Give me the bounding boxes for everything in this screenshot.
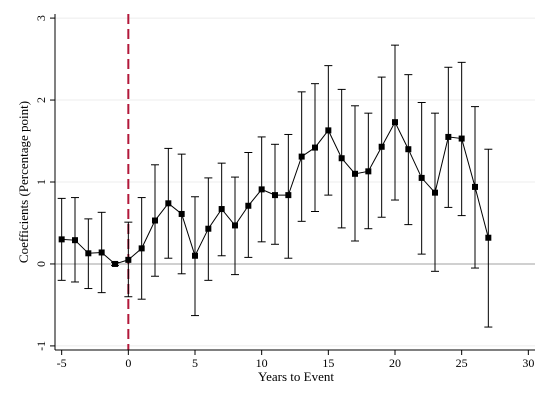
y-tick-label: 0 bbox=[34, 261, 48, 267]
x-tick-label: 20 bbox=[389, 356, 401, 370]
coefficient-point bbox=[352, 170, 358, 177]
x-tick-label: -5 bbox=[57, 356, 67, 370]
coefficient-point bbox=[485, 234, 492, 241]
coefficient-point bbox=[445, 133, 452, 140]
x-tick-label: 10 bbox=[256, 356, 268, 370]
coefficient-point bbox=[405, 146, 412, 153]
coefficient-point bbox=[232, 222, 238, 229]
coefficient-point bbox=[178, 210, 185, 217]
coefficient-point bbox=[285, 192, 292, 199]
coefficient-point bbox=[112, 260, 118, 267]
x-tick-label: 15 bbox=[322, 356, 334, 370]
coefficient-point bbox=[432, 189, 438, 196]
coefficient-point bbox=[165, 200, 172, 207]
coefficient-point bbox=[98, 249, 105, 256]
coefficient-point bbox=[58, 236, 65, 243]
coefficient-point bbox=[85, 250, 92, 257]
coefficient-point bbox=[338, 155, 345, 162]
coefficient-point bbox=[138, 245, 145, 252]
y-tick-label: 2 bbox=[34, 97, 48, 103]
coefficient-point bbox=[392, 119, 398, 126]
grid-layer bbox=[55, 17, 535, 347]
coefficient-point bbox=[378, 143, 385, 150]
coefficient-point bbox=[258, 186, 265, 193]
x-axis-title: Years to Event bbox=[258, 369, 334, 384]
coefficient-point bbox=[365, 168, 372, 175]
x-tick-label: 0 bbox=[125, 356, 131, 370]
coefficient-point bbox=[418, 174, 425, 181]
coefficient-point bbox=[272, 192, 278, 199]
y-axis-title: Coefficients (Percentage point) bbox=[16, 101, 31, 263]
data-layer bbox=[57, 44, 493, 328]
coefficient-point bbox=[298, 153, 305, 160]
coefficient-point bbox=[72, 237, 78, 244]
y-tick-label: -1 bbox=[34, 341, 48, 351]
coefficient-point bbox=[472, 183, 478, 190]
x-tick-label: 25 bbox=[456, 356, 468, 370]
coefficient-point bbox=[245, 202, 252, 209]
coefficient-point bbox=[325, 127, 332, 134]
coefficient-point bbox=[458, 135, 465, 142]
y-tick-label: 3 bbox=[34, 15, 48, 21]
coefficient-point bbox=[312, 144, 318, 151]
axes: -1 0 1 2 3 -5 0 5 10 15 20 25 30 bbox=[34, 14, 535, 370]
coefficient-point bbox=[218, 206, 225, 213]
coefficient-point bbox=[152, 217, 158, 224]
x-tick-label: 5 bbox=[192, 356, 198, 370]
coefficient-point bbox=[192, 252, 198, 259]
coefficient-point bbox=[205, 225, 212, 232]
y-tick-label: 1 bbox=[34, 179, 48, 185]
coefficient-point bbox=[125, 256, 132, 263]
x-tick-label: 30 bbox=[522, 356, 534, 370]
